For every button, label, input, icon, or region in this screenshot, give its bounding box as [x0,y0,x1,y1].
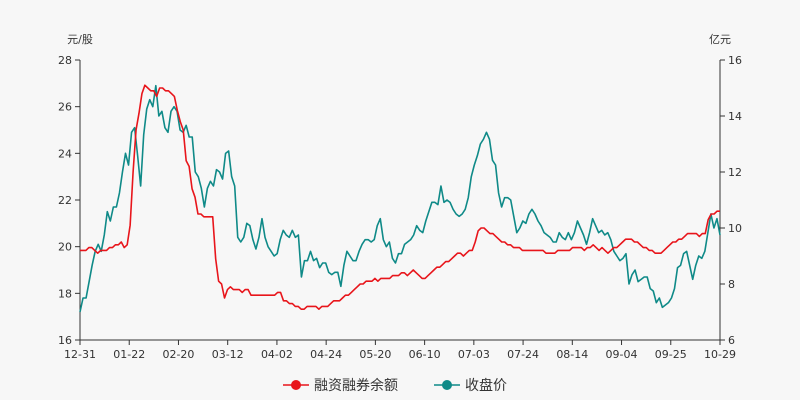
legend-marker-dot [442,380,452,390]
x-tick-label: 07-03 [458,348,490,361]
x-tick-label: 08-14 [556,348,588,361]
x-tick-label: 04-24 [310,348,342,361]
left-tick-label: 28 [58,54,72,67]
x-tick-label: 03-12 [212,348,244,361]
x-tick-label: 09-04 [606,348,638,361]
legend-item-close[interactable]: 收盘价 [434,377,507,394]
left-tick-label: 16 [58,334,72,347]
left-tick-label: 18 [58,287,72,300]
left-axis-unit: 元/股 [67,33,93,46]
legend-label-margin: 融资融券余额 [314,377,398,394]
right-tick-label: 10 [728,222,742,235]
right-tick-label: 8 [728,278,735,291]
left-tick-label: 26 [58,101,72,114]
legend-label-close: 收盘价 [465,377,507,394]
legend[interactable]: 融资融券余额 收盘价 [283,377,507,394]
right-tick-label: 6 [728,334,735,347]
legend-marker-dot [291,380,301,390]
x-tick-label: 12-31 [64,348,96,361]
right-tick-label: 16 [728,54,742,67]
left-tick-label: 24 [58,147,72,160]
series-line-close-price [79,84,721,313]
x-tick-label: 10-29 [704,348,736,361]
x-tick-label: 09-25 [655,348,687,361]
right-tick-label: 12 [728,166,742,179]
series-layer [79,84,721,313]
left-tick-label: 20 [58,241,72,254]
x-tick-label: 01-22 [113,348,145,361]
x-tick-label: 02-20 [162,348,194,361]
x-tick-label: 05-20 [359,348,391,361]
x-tick-label: 07-24 [507,348,539,361]
series-line-margin-balance [80,84,720,311]
legend-item-margin[interactable]: 融资融券余额 [283,377,398,394]
right-axis-unit: 亿元 [709,33,731,46]
left-tick-label: 22 [58,194,72,207]
right-tick-label: 14 [728,110,742,123]
x-tick-label: 04-02 [261,348,293,361]
x-tick-label: 06-10 [409,348,441,361]
